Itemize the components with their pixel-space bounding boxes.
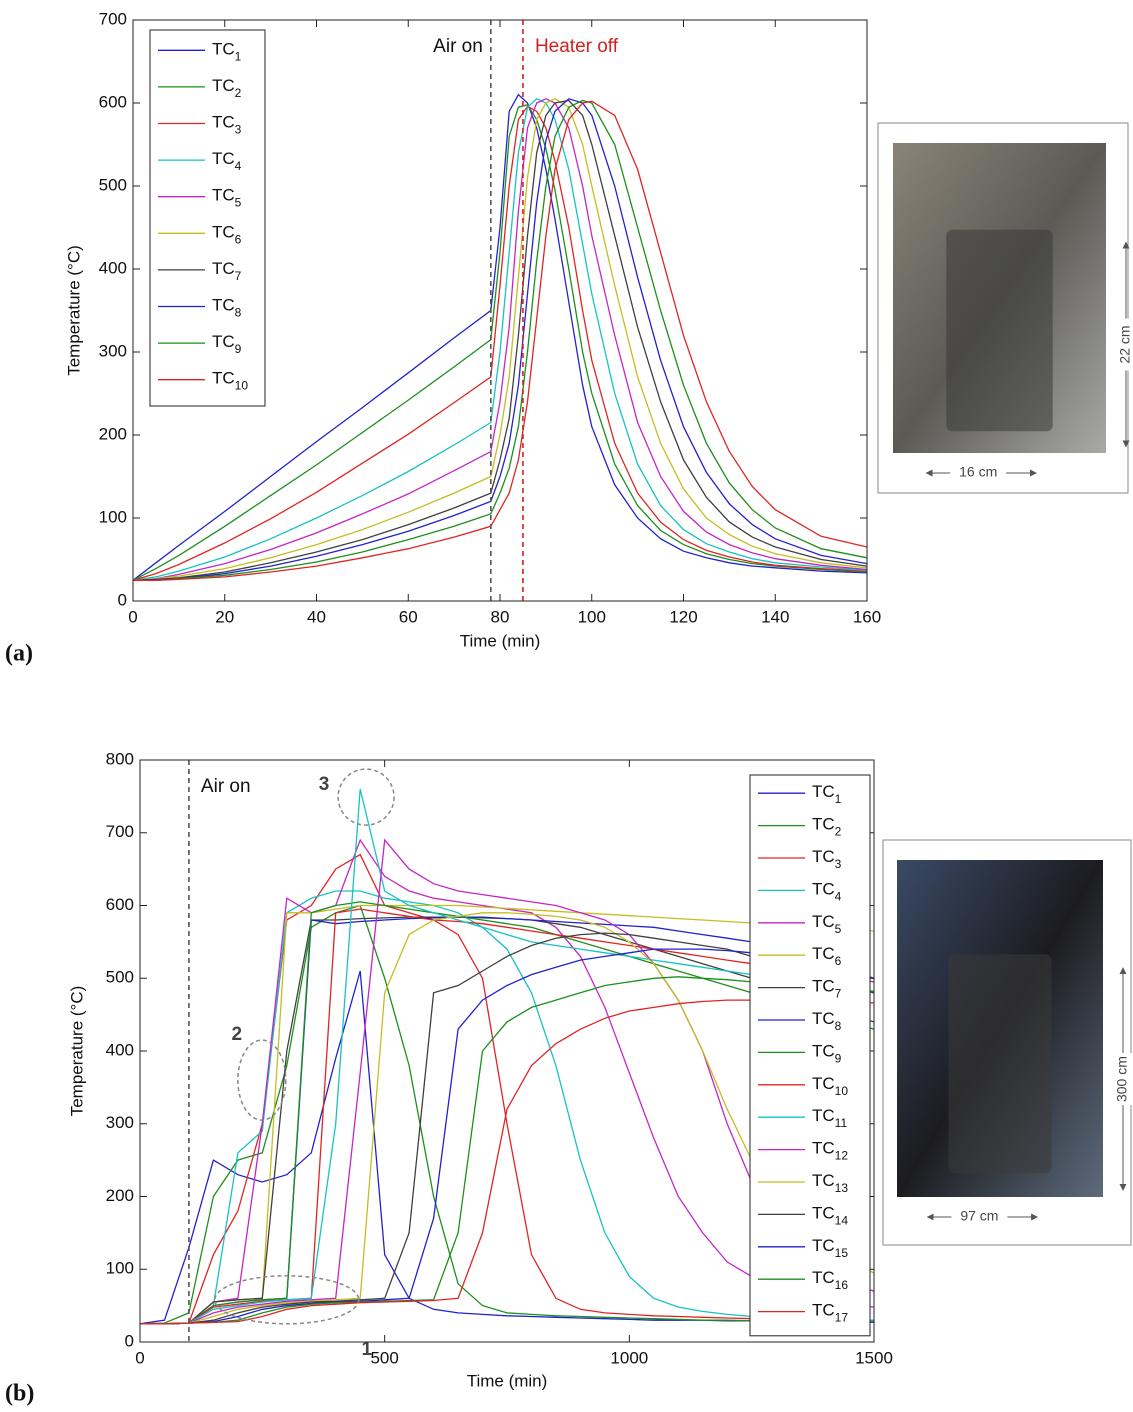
- legend-label: TC2: [212, 76, 242, 100]
- plot-area: [133, 93, 867, 581]
- series-line: [133, 98, 867, 581]
- x-tick-label: 40: [307, 607, 326, 626]
- photo-vessel: [946, 229, 1053, 432]
- height-label: 300 cm: [1114, 1056, 1130, 1102]
- x-axis-label: Time (min): [460, 631, 541, 650]
- y-tick-label: 200: [99, 424, 127, 443]
- legend-label: TC7: [212, 259, 242, 283]
- y-tick-label: 400: [106, 1040, 134, 1059]
- series-line: [133, 98, 867, 581]
- legend-label: TC2: [812, 815, 842, 839]
- legend-label: TC1: [812, 783, 842, 807]
- y-tick-label: 500: [99, 175, 127, 194]
- y-tick-label: 700: [99, 9, 127, 28]
- series-line: [133, 99, 867, 581]
- width-label: 97 cm: [960, 1208, 998, 1224]
- height-label-bg: [1117, 318, 1133, 371]
- y-tick-label: 300: [106, 1113, 134, 1132]
- legend-label: TC4: [212, 150, 242, 174]
- width-label-bg: [950, 464, 1007, 482]
- legend-label: TC3: [812, 847, 842, 871]
- height-label: 22 cm: [1117, 325, 1133, 363]
- legend-label: TC6: [812, 945, 842, 969]
- series-line: [133, 93, 867, 581]
- annotation-circle: [337, 768, 395, 826]
- legend-label: TC10: [812, 1074, 848, 1098]
- y-axis-label: Temperature (°C): [64, 245, 83, 376]
- x-tick-label: 60: [399, 607, 418, 626]
- x-tick-label: 0: [135, 1348, 144, 1367]
- annotation-label: 3: [319, 774, 330, 795]
- legend-label: TC3: [212, 113, 242, 137]
- legend-label: TC12: [812, 1139, 848, 1163]
- legend-label: TC1: [212, 40, 242, 64]
- y-tick-label: 200: [106, 1186, 134, 1205]
- legend-label: TC9: [812, 1042, 842, 1066]
- series-line: [133, 105, 867, 581]
- y-tick-label: 400: [99, 258, 127, 277]
- legend-label: TC5: [812, 912, 842, 936]
- annotation-label: 1: [362, 1339, 373, 1360]
- y-tick-label: 100: [106, 1259, 134, 1278]
- event-label: Air on: [201, 776, 251, 797]
- legend-label: TC8: [812, 1009, 842, 1033]
- y-axis-label: Temperature (°C): [67, 986, 86, 1117]
- x-tick-label: 100: [578, 607, 606, 626]
- series-line: [133, 100, 867, 581]
- y-tick-label: 500: [106, 968, 134, 987]
- x-tick-label: 1000: [610, 1348, 648, 1367]
- width-label: 16 cm: [959, 464, 997, 480]
- panel-label: (a): [5, 641, 33, 667]
- y-tick-label: 600: [106, 895, 134, 914]
- y-tick-label: 700: [106, 822, 134, 841]
- legend-label: TC14: [812, 1204, 848, 1228]
- legend-label: TC8: [212, 296, 242, 320]
- x-tick-label: 120: [669, 607, 697, 626]
- legend-label: TC9: [212, 333, 242, 357]
- series-line: [133, 99, 867, 581]
- y-tick-label: 0: [125, 1331, 134, 1350]
- legend-label: TC5: [212, 186, 242, 210]
- event-label: Heater off: [535, 36, 619, 57]
- height-label-bg: [1114, 1053, 1132, 1106]
- x-tick-label: 20: [215, 607, 234, 626]
- y-tick-label: 100: [99, 507, 127, 526]
- y-tick-label: 800: [106, 749, 134, 768]
- x-tick-label: 80: [491, 607, 510, 626]
- photo-vessel: [948, 954, 1052, 1174]
- event-label: Air on: [433, 36, 483, 57]
- x-tick-label: 160: [853, 607, 881, 626]
- x-axis-label: Time (min): [467, 1371, 548, 1390]
- legend-label: TC17: [812, 1301, 848, 1325]
- legend-label: TC6: [212, 223, 242, 247]
- x-tick-label: 1500: [855, 1348, 893, 1367]
- y-tick-label: 0: [118, 590, 127, 609]
- chart-panel: Air on Heater off 0 20 40 60 80 100 120 140 160 0 10…: [5, 9, 1133, 667]
- annotation-label: 2: [232, 1024, 243, 1045]
- legend-label: TC11: [812, 1107, 847, 1131]
- series-line: [133, 98, 867, 581]
- x-tick-label: 0: [128, 607, 137, 626]
- legend-label: TC10: [212, 369, 248, 393]
- panel-label: (b): [5, 1381, 34, 1407]
- legend-label: TC16: [812, 1269, 848, 1293]
- annotation-circle: [237, 1039, 287, 1121]
- legend-label: TC7: [812, 977, 842, 1001]
- legend-label: TC4: [812, 880, 842, 904]
- x-tick-label: 500: [370, 1348, 398, 1367]
- x-tick-label: 140: [761, 607, 789, 626]
- legend-box: [749, 774, 871, 1337]
- chart-panel: Air on 1 2 3 0 500 1000 1500 0 100 200 300 400 500 600…: [5, 749, 1132, 1407]
- annotation-circle: [214, 1275, 360, 1325]
- legend-label: TC15: [812, 1236, 848, 1260]
- width-label-bg: [951, 1208, 1008, 1226]
- y-tick-label: 600: [99, 92, 127, 111]
- legend-label: TC13: [812, 1171, 848, 1195]
- y-tick-label: 300: [99, 341, 127, 360]
